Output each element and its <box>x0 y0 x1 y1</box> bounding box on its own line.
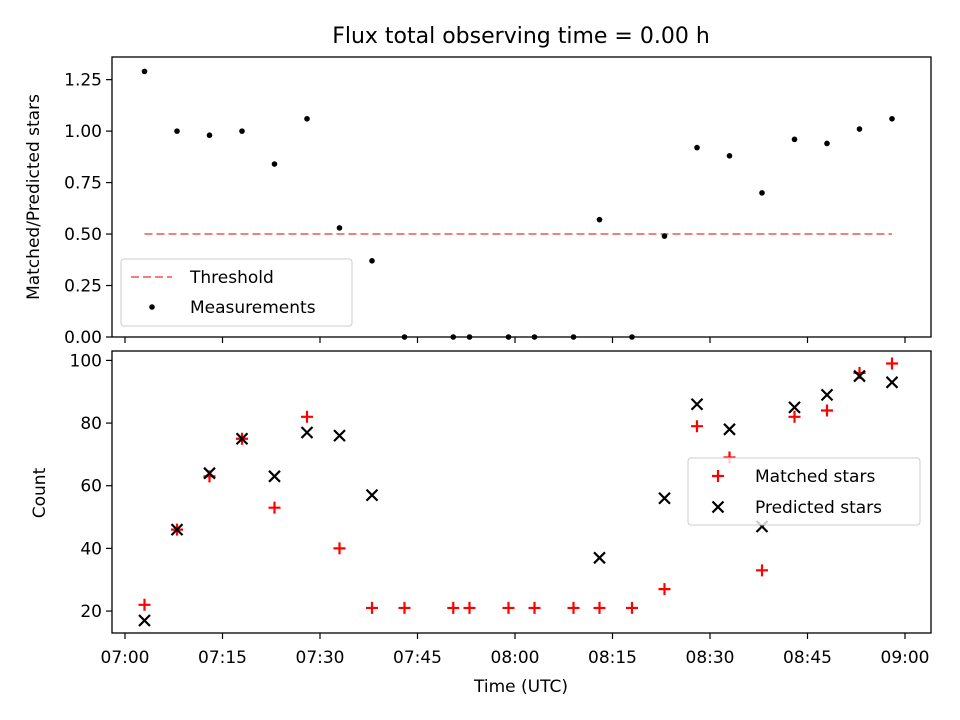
bottom-y-tick-label: 40 <box>80 539 102 559</box>
matched-star-point <box>658 583 671 596</box>
bottom-x-axis: 07:00 07:15 07:30 07:45 08:00 08:15 08:30 08:45… <box>101 633 930 668</box>
measurement-point <box>759 190 765 196</box>
matched-star-point <box>821 404 833 417</box>
bottom-legend: Matched stars Predicted stars <box>687 457 921 526</box>
bottom-x-axis-label: Time (UTC) <box>473 677 568 697</box>
predicted-star-point <box>268 470 281 483</box>
measurement-point <box>856 126 863 132</box>
top-y-tick-label: 1.25 <box>64 71 102 91</box>
measurement-point <box>239 128 245 134</box>
bottom-axes-frame <box>111 350 932 634</box>
bottom-legend-box <box>687 457 921 526</box>
top-y-tick-label: 1.00 <box>64 122 102 142</box>
measurement-point <box>791 136 798 143</box>
measurement-point <box>824 140 830 147</box>
matched-star-point <box>333 542 346 555</box>
predicted-star-point <box>885 376 899 389</box>
matched-star-point <box>398 601 411 614</box>
bottom-x-tick-label: 08:15 <box>588 648 637 668</box>
top-axes-frame <box>111 56 932 338</box>
predicted-star-point <box>170 523 184 536</box>
predicted-star-point <box>365 488 379 502</box>
bottom-y-axis-label: Count <box>30 467 50 518</box>
matched-star-point <box>463 601 476 614</box>
bottom-x-tick-label: 07:15 <box>198 648 247 668</box>
matched-star-point <box>366 601 378 614</box>
matched-star-point <box>567 601 580 614</box>
measurement-point <box>694 144 700 151</box>
bottom-y-tick-label: 60 <box>80 477 102 497</box>
predicted-star-point <box>820 388 834 402</box>
measurement-point <box>336 225 343 231</box>
matched-star-point <box>626 601 638 614</box>
measurement-point <box>596 216 603 223</box>
top-legend: Threshold Measurements <box>120 258 353 327</box>
top-y-tick-label: 0.00 <box>64 328 102 348</box>
bottom-x-tick-label: 07:45 <box>393 648 442 668</box>
predicted-star-point <box>788 401 801 414</box>
matched-star-point <box>886 357 898 370</box>
matched-star-point <box>691 420 703 433</box>
top-panel: 0.00 0.25 0.50 0.75 1.00 1.25 Matched/Predict… <box>24 56 932 348</box>
top-x-axis <box>124 337 906 343</box>
measurement-point <box>661 233 668 239</box>
legend-predicted-swatch <box>711 500 725 514</box>
predicted-star-point <box>658 491 671 505</box>
legend-threshold-label: Threshold <box>189 268 274 288</box>
measurement-point <box>206 132 213 139</box>
bottom-y-axis: 20 40 60 80 100 <box>70 351 112 622</box>
predicted-star-point <box>333 429 346 442</box>
top-legend-box <box>120 258 353 327</box>
legend-measurements-label: Measurements <box>190 298 316 318</box>
bottom-x-tick-label: 09:00 <box>881 648 930 668</box>
measurement-point <box>369 258 375 264</box>
predicted-star-point <box>593 551 606 565</box>
matched-star-point <box>301 410 313 423</box>
matched-star-point <box>528 601 541 614</box>
matched-star-point <box>268 501 281 514</box>
legend-predicted-label: Predicted stars <box>755 498 882 518</box>
predicted-star-point <box>853 369 866 383</box>
bottom-x-tick-label: 07:30 <box>296 648 345 668</box>
bottom-y-tick-label: 20 <box>80 602 102 622</box>
bottom-panel: 20 40 60 80 100 07:00 07:15 07:30 07:45 08:00 08:… <box>30 350 932 697</box>
measurement-point <box>304 115 310 122</box>
measurement-point <box>271 161 278 167</box>
matched-star-point <box>756 564 768 577</box>
predicted-star-point <box>235 432 249 446</box>
predicted-star-point <box>300 426 314 439</box>
legend-measurements-swatch <box>149 304 155 310</box>
top-y-axis: 0.00 0.25 0.50 0.75 1.00 1.25 <box>64 71 112 348</box>
matched-star-point <box>502 601 515 614</box>
measurement-point <box>174 128 180 134</box>
measurement-point <box>726 153 733 159</box>
top-y-tick-label: 0.50 <box>64 225 102 245</box>
top-y-tick-label: 0.25 <box>64 277 102 297</box>
predicted-star-point <box>690 397 704 411</box>
matched-star-point <box>138 598 151 611</box>
bottom-x-tick-label: 08:45 <box>783 648 832 668</box>
bottom-plot-marks <box>138 357 899 627</box>
top-plot-marks <box>141 68 895 340</box>
bottom-x-tick-label: 07:00 <box>101 648 150 668</box>
top-y-axis-label: Matched/Predicted stars <box>24 94 44 300</box>
matched-star-point <box>788 410 801 423</box>
predicted-star-point <box>138 614 151 627</box>
measurement-point <box>889 115 895 122</box>
matched-star-point <box>593 601 606 614</box>
figure-title: Flux total observing time = 0.00 h <box>332 24 710 49</box>
bottom-x-tick-label: 08:00 <box>491 648 540 668</box>
matched-star-point <box>447 601 460 614</box>
bottom-y-tick-label: 80 <box>80 414 102 434</box>
top-y-tick-label: 0.75 <box>64 174 102 194</box>
bottom-y-tick-label: 100 <box>70 351 102 371</box>
legend-matched-label: Matched stars <box>755 467 875 487</box>
legend-matched-swatch <box>712 470 724 482</box>
predicted-star-point <box>723 423 736 436</box>
measurement-point <box>141 68 148 75</box>
bottom-x-tick-label: 08:30 <box>686 648 735 668</box>
predicted-star-point <box>203 466 216 480</box>
